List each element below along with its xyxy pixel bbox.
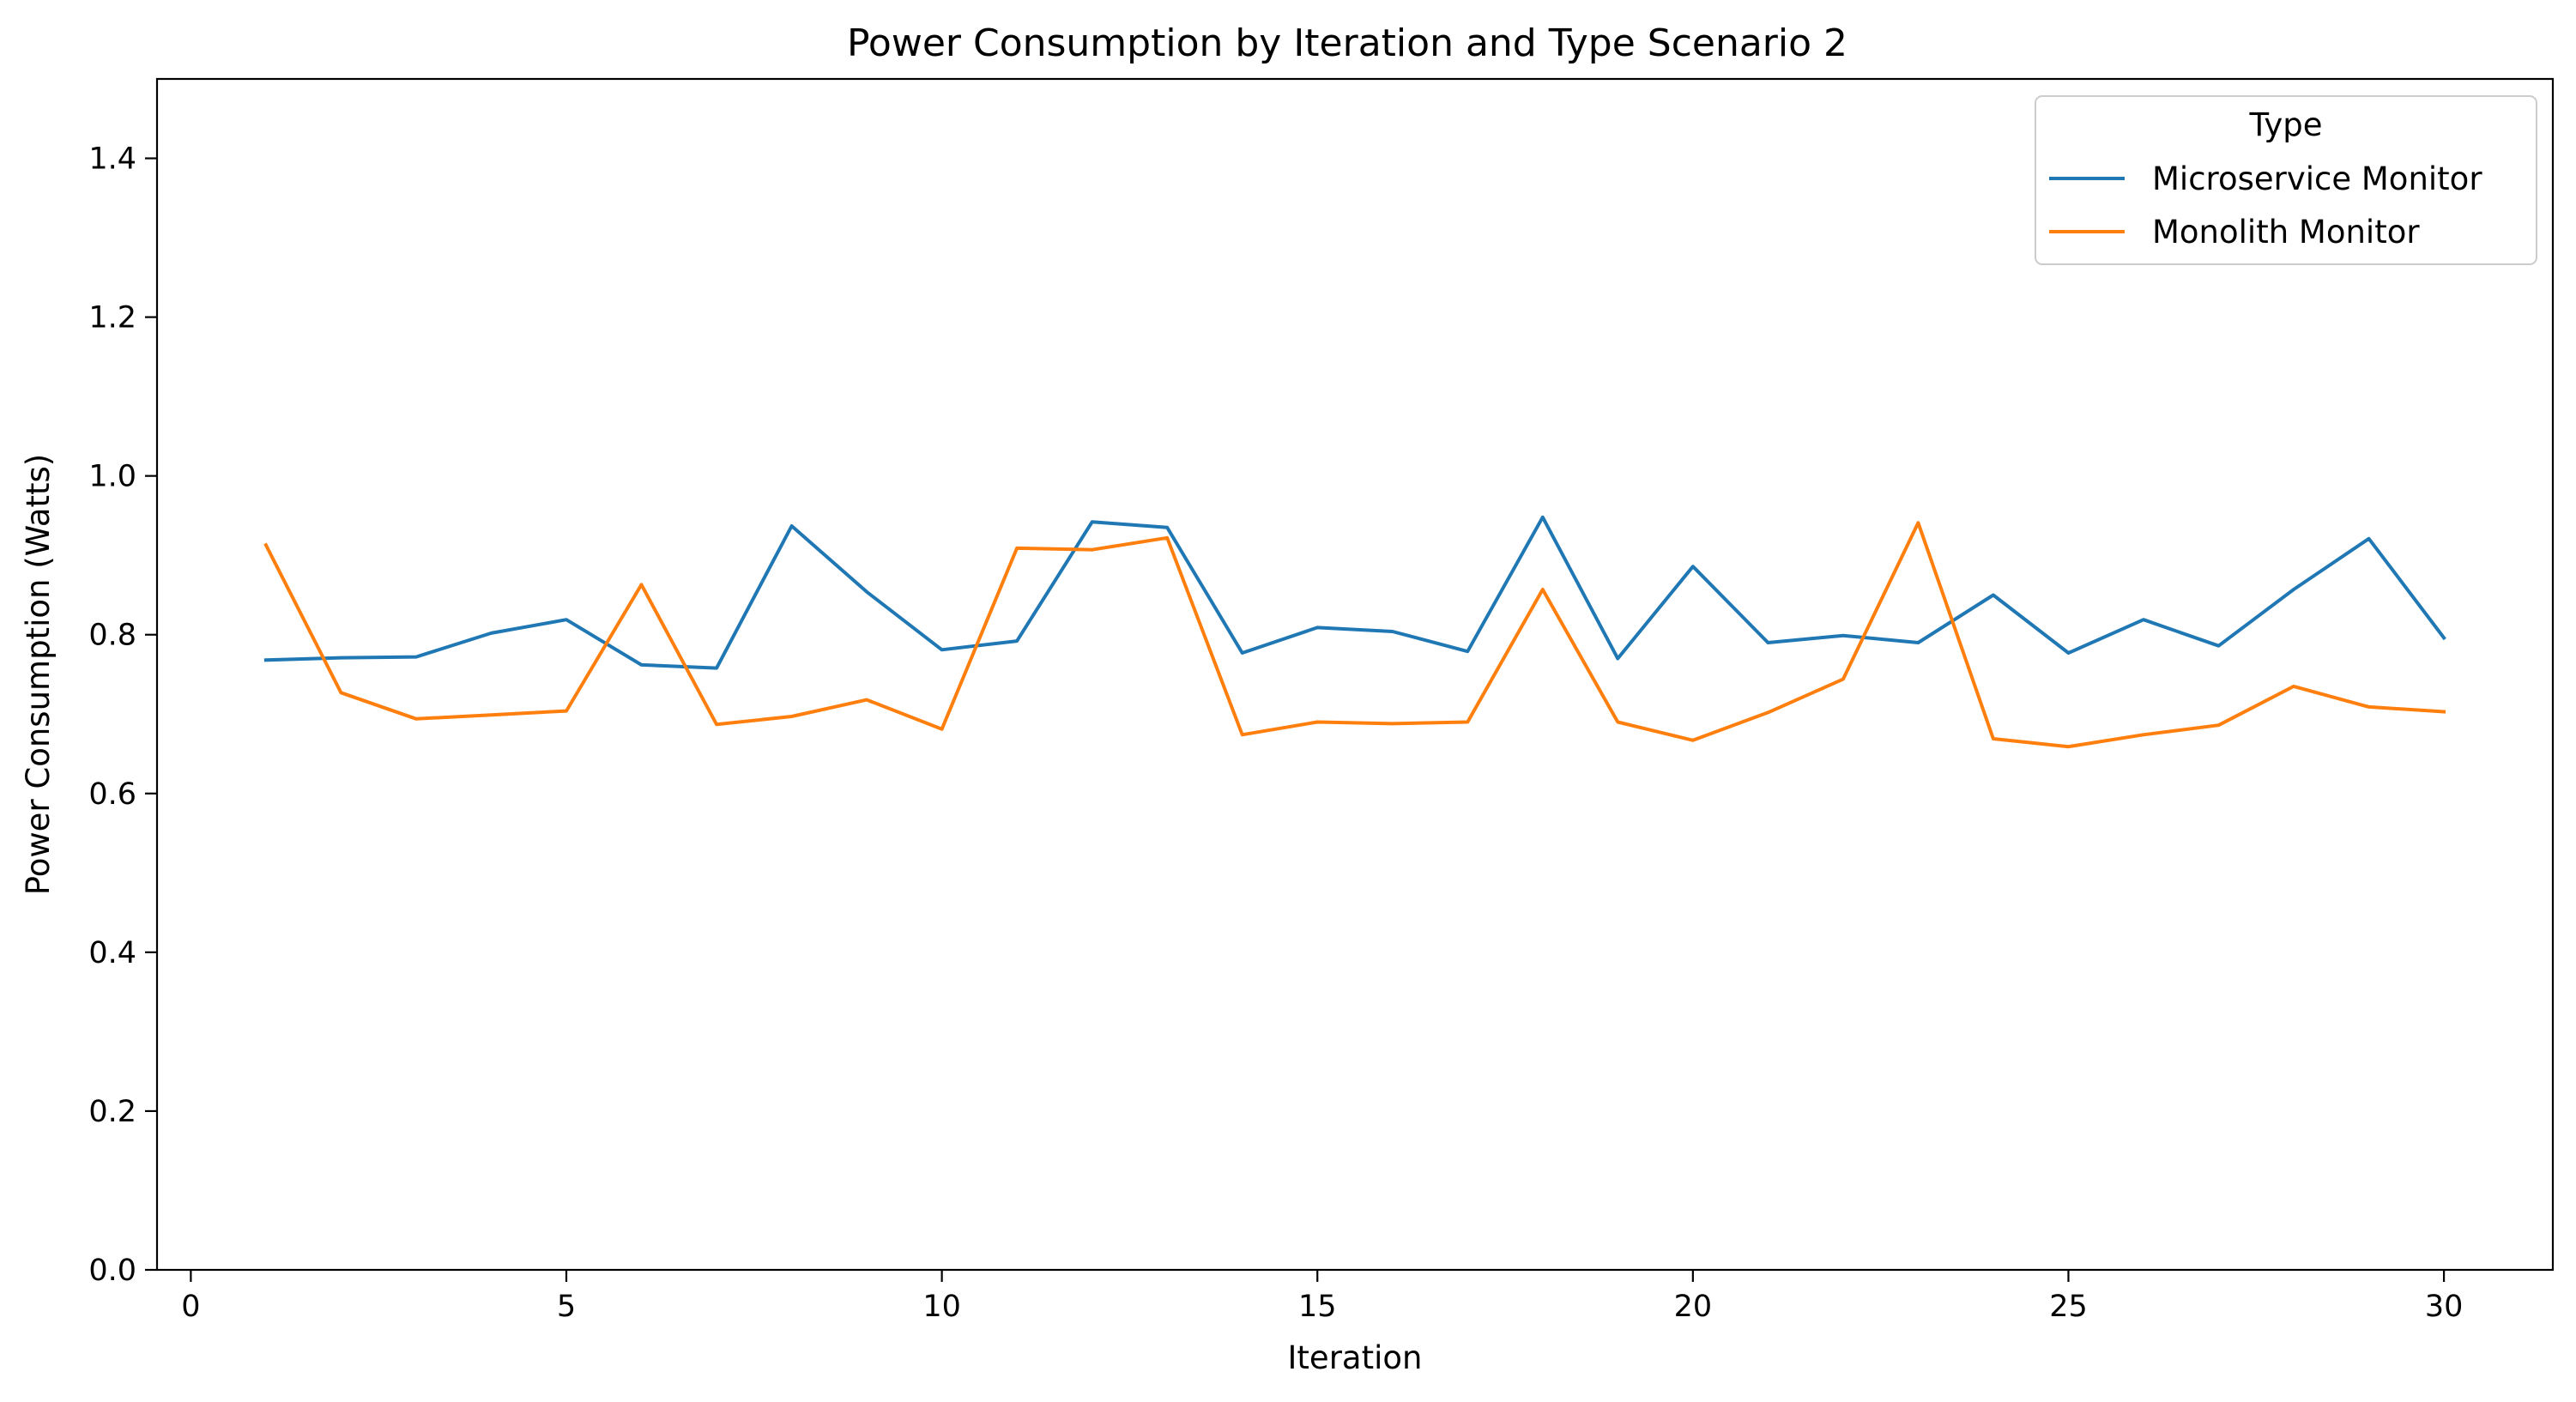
- series-layer: [263, 515, 2446, 749]
- legend-entry-label: Microservice Monitor: [2152, 160, 2482, 197]
- x-tick-label: 0: [181, 1290, 200, 1324]
- legend-items: Microservice Monitor Monolith Monitor: [2049, 160, 2482, 251]
- y-tick-label: 0.0: [88, 1254, 136, 1288]
- y-tick-label: 1.0: [88, 460, 136, 494]
- x-tick-label: 10: [922, 1290, 961, 1324]
- y-tick-label: 0.4: [88, 936, 136, 970]
- x-axis-label: Iteration: [1288, 1339, 1423, 1376]
- y-tick-label: 1.2: [88, 301, 136, 335]
- y-tick-label: 0.2: [88, 1095, 136, 1129]
- legend: Type Microservice Monitor Monolith Monito…: [2035, 95, 2537, 265]
- x-axis-ticks: 0 5 10 15 20 25 30: [181, 1270, 2463, 1324]
- x-tick-label: 25: [2049, 1290, 2088, 1324]
- chart-title: Power Consumption by Iteration and Type …: [847, 21, 1847, 65]
- series-line-monolith-monitor: [263, 521, 2446, 749]
- y-tick-label: 1.4: [88, 142, 136, 177]
- x-tick-label: 15: [1298, 1290, 1337, 1324]
- y-tick-label: 0.6: [88, 777, 136, 812]
- axes-frame: [155, 77, 2555, 1272]
- x-tick-label: 5: [557, 1290, 576, 1324]
- plot-area: [155, 77, 2555, 1272]
- series-line-microservice-monitor: [263, 515, 2446, 670]
- legend-box: [2035, 95, 2537, 265]
- x-tick-label: 20: [1674, 1290, 1713, 1324]
- y-axis-ticks: 0.0 0.2 0.4 0.6 0.8 1.0 1.2 1.4: [88, 142, 157, 1288]
- y-axis-label: Power Consumption (Watts): [20, 454, 57, 896]
- legend-entry-label: Monolith Monitor: [2152, 214, 2420, 251]
- y-tick-label: 0.8: [88, 619, 136, 653]
- legend-title: Type: [2249, 106, 2323, 143]
- x-tick-label: 30: [2425, 1290, 2464, 1324]
